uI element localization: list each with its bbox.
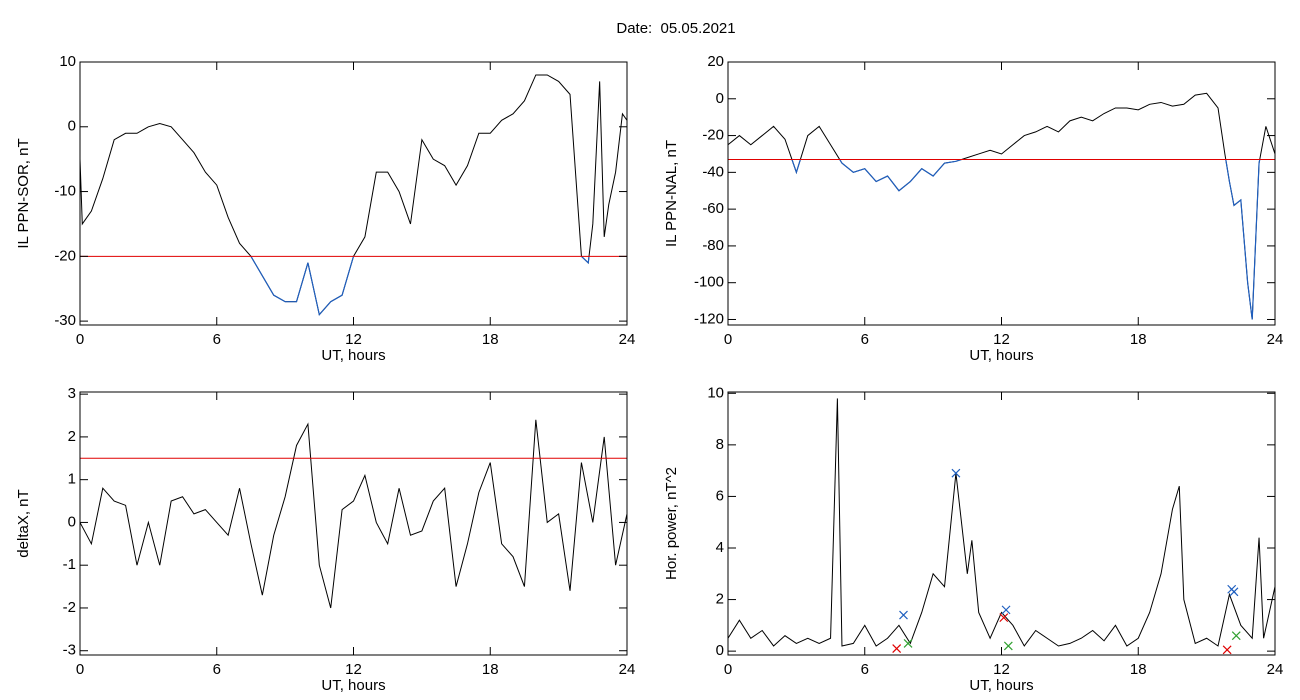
x-tick-label: 18 bbox=[1130, 661, 1147, 678]
y-tick-label: 1 bbox=[68, 471, 76, 488]
y-tick-label: 10 bbox=[707, 384, 724, 401]
y-tick-label: 0 bbox=[68, 118, 76, 135]
marker bbox=[999, 613, 1009, 623]
y-axis-label: IL PPN-NAL, nT bbox=[663, 140, 680, 247]
y-axis-label: deltaX, nT bbox=[15, 489, 32, 557]
x-tick-label: 0 bbox=[76, 331, 84, 348]
y-tick-label: 0 bbox=[716, 642, 724, 659]
data-line-below bbox=[791, 159, 1261, 320]
plot-frame bbox=[79, 61, 628, 326]
marker bbox=[1222, 645, 1232, 655]
y-tick-label: -60 bbox=[702, 200, 724, 217]
y-tick-label: 0 bbox=[716, 90, 724, 107]
y-tick-label: -10 bbox=[54, 183, 76, 200]
y-tick-label: -1 bbox=[63, 556, 76, 573]
y-tick-label: -100 bbox=[694, 274, 724, 291]
data-line bbox=[79, 74, 628, 316]
marker bbox=[899, 610, 908, 620]
marker bbox=[1003, 641, 1013, 651]
x-tick-label: 24 bbox=[619, 331, 636, 348]
data-line bbox=[727, 92, 1276, 320]
x-tick-label: 6 bbox=[213, 331, 221, 348]
y-axis-label: Hor. power, nT^2 bbox=[663, 467, 680, 580]
y-tick-label: -120 bbox=[694, 310, 724, 327]
y-tick-label: -20 bbox=[702, 127, 724, 144]
y-tick-label: -30 bbox=[54, 312, 76, 329]
plot-frame bbox=[727, 61, 1276, 326]
plot-frame bbox=[79, 391, 628, 656]
y-tick-label: 2 bbox=[716, 591, 724, 608]
marker bbox=[1231, 631, 1241, 641]
x-tick-label: 6 bbox=[861, 661, 869, 678]
marker bbox=[892, 644, 902, 653]
x-tick-label: 18 bbox=[1130, 331, 1147, 348]
x-tick-label: 12 bbox=[345, 661, 362, 678]
x-tick-label: 18 bbox=[482, 331, 499, 348]
y-tick-label: 0 bbox=[68, 513, 76, 530]
y-tick-label: 3 bbox=[68, 385, 76, 402]
y-tick-label: -2 bbox=[63, 599, 76, 616]
data-line-below bbox=[250, 256, 590, 316]
marker bbox=[951, 468, 961, 478]
x-axis-label: UT, hours bbox=[969, 347, 1033, 364]
y-tick-label: -80 bbox=[702, 237, 724, 254]
y-tick-label: 8 bbox=[716, 436, 724, 453]
data-line bbox=[727, 398, 1276, 647]
x-tick-label: 0 bbox=[76, 661, 84, 678]
x-tick-label: 24 bbox=[1267, 331, 1284, 348]
x-axis-label: UT, hours bbox=[321, 347, 385, 364]
x-tick-label: 0 bbox=[724, 331, 732, 348]
x-tick-label: 6 bbox=[861, 331, 869, 348]
y-tick-label: -20 bbox=[54, 247, 76, 264]
x-tick-label: 12 bbox=[993, 331, 1010, 348]
x-tick-label: 6 bbox=[213, 661, 221, 678]
marker bbox=[903, 638, 913, 648]
y-axis-label: IL PPN-SOR, nT bbox=[15, 138, 32, 248]
y-tick-label: -3 bbox=[63, 642, 76, 659]
y-tick-label: 10 bbox=[59, 53, 76, 70]
y-tick-label: 4 bbox=[716, 539, 724, 556]
y-tick-label: 20 bbox=[707, 53, 724, 70]
x-tick-label: 0 bbox=[724, 661, 732, 678]
x-tick-label: 12 bbox=[345, 331, 362, 348]
y-tick-label: 2 bbox=[68, 428, 76, 445]
data-line bbox=[79, 419, 628, 609]
y-tick-label: 6 bbox=[716, 487, 724, 504]
figure-title: Date: 05.05.2021 bbox=[616, 20, 735, 37]
x-tick-label: 18 bbox=[482, 661, 499, 678]
x-axis-label: UT, hours bbox=[969, 677, 1033, 694]
x-tick-label: 12 bbox=[993, 661, 1010, 678]
marker bbox=[1001, 605, 1011, 615]
x-axis-label: UT, hours bbox=[321, 677, 385, 694]
x-tick-label: 24 bbox=[619, 661, 636, 678]
y-tick-label: -40 bbox=[702, 163, 724, 180]
marker bbox=[1229, 587, 1239, 597]
x-tick-label: 24 bbox=[1267, 661, 1284, 678]
